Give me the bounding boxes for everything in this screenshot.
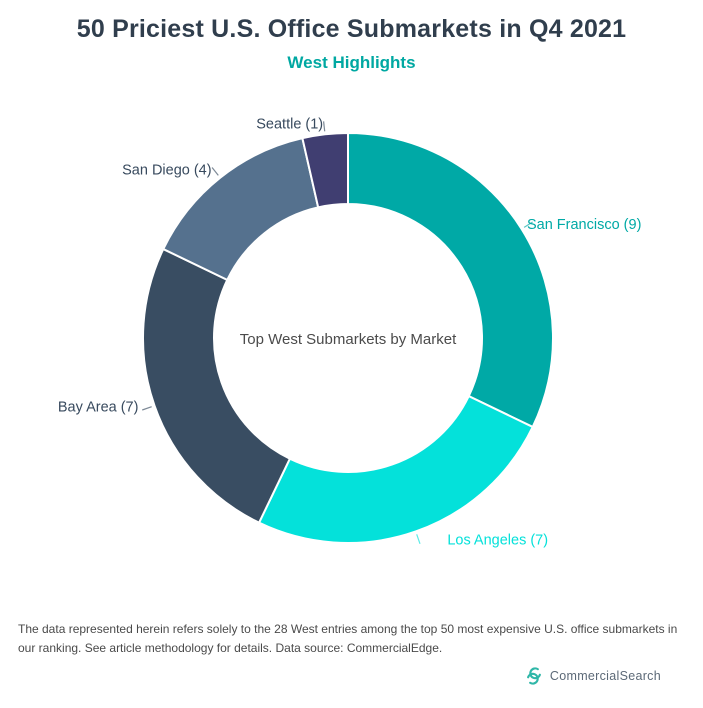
slice-label-los-angeles: Los Angeles (7) xyxy=(447,533,548,549)
donut-slices: San Francisco (9) Los Angeles (7) Bay Area… xyxy=(58,116,642,548)
donut-slice-los-angeles[interactable] xyxy=(257,394,535,544)
slice-label-bay-area: Bay Area (7) xyxy=(58,399,139,415)
slice-label-san-diego: San Diego (4) xyxy=(122,162,211,178)
donut-slice-seattle[interactable] xyxy=(301,131,349,209)
label-tick-seattle xyxy=(322,121,326,132)
label-tick-san-francisco xyxy=(523,221,533,228)
commercialsearch-logo-icon xyxy=(526,667,541,685)
donut-slice-san-francisco[interactable] xyxy=(347,131,554,429)
slice-label-san-francisco: San Francisco (9) xyxy=(527,217,641,233)
label-tick-los-angeles xyxy=(416,534,421,544)
donut-slice-san-diego[interactable] xyxy=(161,136,320,282)
donut-slice-bay-area[interactable] xyxy=(142,247,292,525)
page-subtitle: West Highlights xyxy=(287,53,416,72)
donut-center-label: Top West Submarkets by Market xyxy=(240,331,457,348)
label-tick-san-diego xyxy=(211,167,219,176)
label-tick-bay-area xyxy=(142,406,152,411)
brand-logo-text: CommercialSearch xyxy=(549,669,661,683)
page-title: 50 Priciest U.S. Office Submarkets in Q4… xyxy=(76,15,627,43)
brand-logo[interactable]: CommercialSearch xyxy=(524,666,661,686)
donut-chart: San Francisco (9) Los Angeles (7) Bay Area… xyxy=(58,116,642,548)
footer-disclaimer: The data represented herein refers solel… xyxy=(18,622,678,655)
slice-label-seattle: Seattle (1) xyxy=(256,116,323,132)
